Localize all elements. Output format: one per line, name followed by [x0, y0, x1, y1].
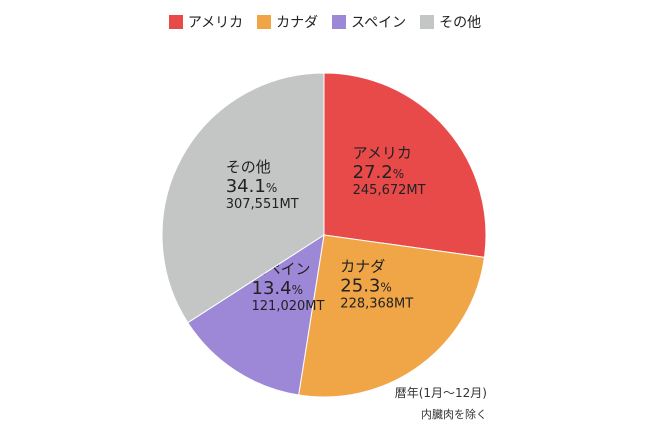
legend-swatch-spain	[332, 15, 347, 29]
slice-label-usa: アメリカ	[353, 144, 412, 162]
slice-percent-canada: 25.3%	[340, 275, 391, 296]
exclusion-note: 内臓肉を除く	[421, 408, 487, 421]
slice-amount-other: 307,551MT	[226, 197, 299, 212]
pie-slice-other[interactable]	[161, 72, 325, 324]
slice-percent-spain: 13.4%	[252, 278, 303, 299]
legend-item-usa[interactable]: アメリカ	[168, 12, 244, 32]
pie-slice-usa[interactable]	[323, 72, 487, 258]
chart-legend: アメリカ カナダ スペイン その他	[0, 12, 650, 32]
legend-swatch-usa	[168, 15, 183, 29]
slice-percent-other: 34.1%	[226, 176, 277, 197]
legend-label-canada: カナダ	[276, 15, 319, 31]
legend-label-spain: スペイン	[351, 15, 407, 31]
legend-swatch-canada	[257, 15, 272, 29]
slice-amount-canada: 228,368MT	[340, 296, 413, 311]
pie-slice-spain[interactable]	[187, 233, 325, 396]
slice-amount-usa: 245,672MT	[353, 183, 426, 198]
legend-item-canada[interactable]: カナダ	[257, 12, 318, 32]
legend-label-other: その他	[439, 15, 482, 31]
pie-slice-canada[interactable]	[298, 234, 486, 398]
slice-amount-spain: 121,020MT	[252, 299, 325, 314]
period-note: 暦年(1月〜12月)	[394, 386, 487, 400]
legend-swatch-other	[420, 15, 435, 29]
legend-item-spain[interactable]: スペイン	[332, 12, 406, 32]
legend-item-other[interactable]: その他	[420, 12, 481, 32]
slice-label-other: その他	[226, 158, 271, 176]
slice-percent-usa: 27.2%	[353, 162, 404, 183]
legend-label-usa: アメリカ	[187, 15, 244, 31]
slice-label-canada: カナダ	[340, 257, 385, 275]
